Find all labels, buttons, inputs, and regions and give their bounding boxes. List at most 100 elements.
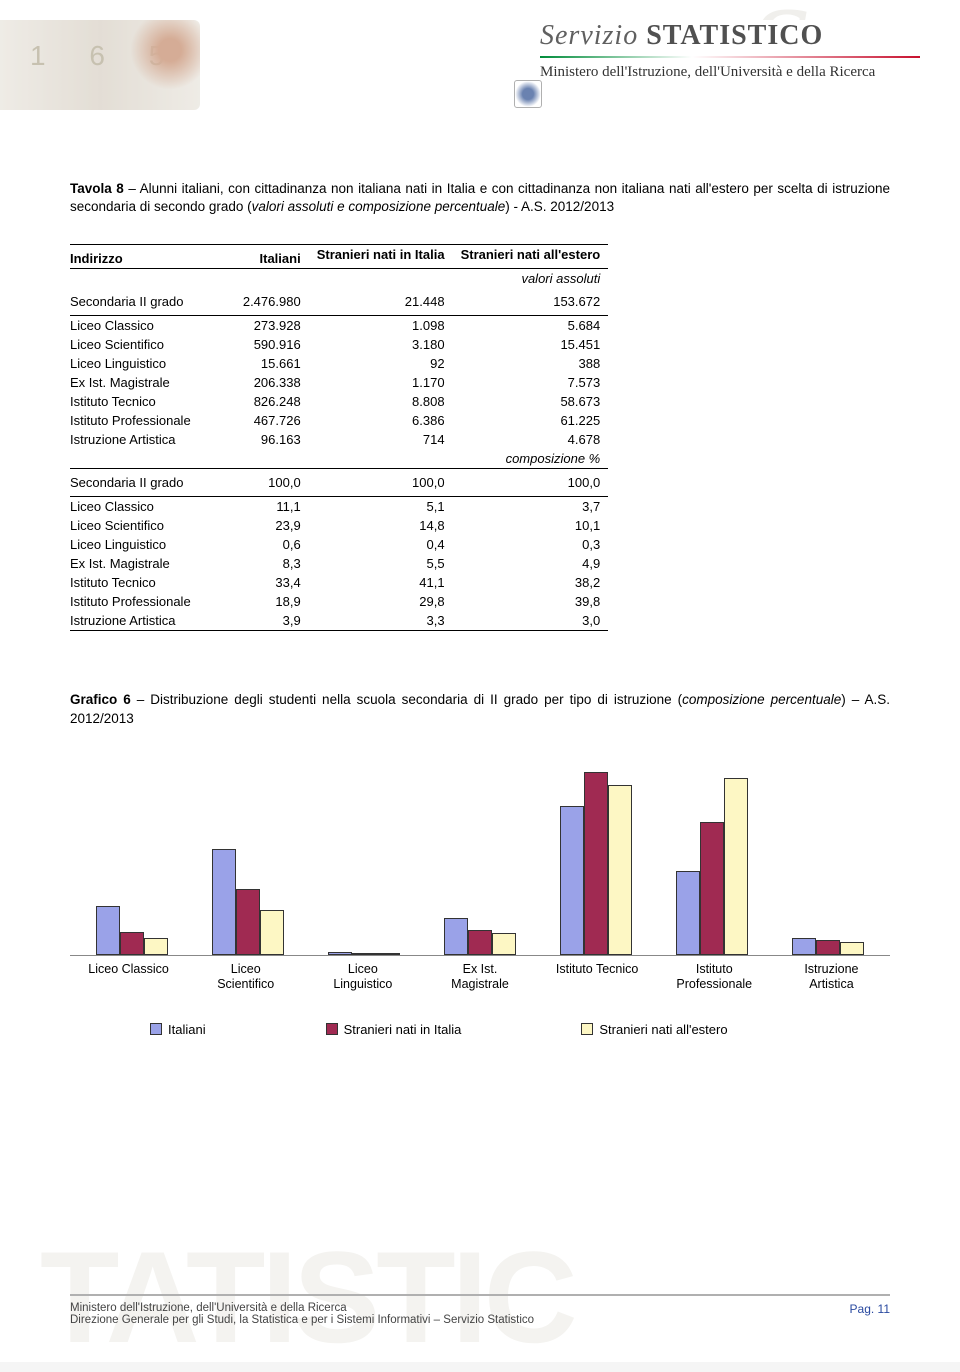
bar-chart: Liceo ClassicoLiceoScientificoLiceoLingu… bbox=[70, 756, 890, 992]
cell-value: 23,9 bbox=[199, 516, 309, 535]
bar-group bbox=[654, 778, 770, 955]
bar-group bbox=[74, 906, 190, 955]
table-row: Istruzione Artistica96.1637144.678 bbox=[70, 430, 608, 449]
bar bbox=[120, 932, 144, 955]
cell-value: 3,9 bbox=[199, 611, 309, 631]
bar bbox=[608, 785, 632, 955]
cell-value: 8,3 bbox=[199, 554, 309, 573]
table-row: Ex Ist. Magistrale8,35,54,9 bbox=[70, 554, 608, 573]
x-axis-label: Ex Ist.Magistrale bbox=[421, 962, 538, 992]
row-label: Istruzione Artistica bbox=[70, 611, 199, 631]
row-label: Istituto Tecnico bbox=[70, 573, 199, 592]
bar-group bbox=[770, 938, 886, 955]
bar bbox=[144, 938, 168, 954]
bar bbox=[212, 849, 236, 955]
table-row: Istituto Tecnico33,441,138,2 bbox=[70, 573, 608, 592]
cell-value: 714 bbox=[309, 430, 453, 449]
cell-value: 29,8 bbox=[309, 592, 453, 611]
legend-item: Stranieri nati all'estero bbox=[581, 1022, 727, 1037]
cell-value: 7.573 bbox=[453, 373, 609, 392]
table-caption-text2: ) - A.S. 2012/2013 bbox=[505, 199, 614, 214]
table-row: Liceo Classico273.9281.0985.684 bbox=[70, 316, 608, 336]
row-label: Liceo Linguistico bbox=[70, 535, 199, 554]
emblem-icon bbox=[514, 80, 542, 108]
x-axis-label: LiceoScientifico bbox=[187, 962, 304, 992]
row-label: Secondaria II grado bbox=[70, 288, 199, 316]
cell-value: 5.684 bbox=[453, 316, 609, 336]
bar-group bbox=[422, 918, 538, 955]
cell-value: 15.451 bbox=[453, 335, 609, 354]
chart-caption-italic: composizione percentuale bbox=[682, 692, 841, 707]
chart-caption: Grafico 6 – Distribuzione degli studenti… bbox=[70, 691, 890, 727]
row-label: Istituto Professionale bbox=[70, 592, 199, 611]
table-row: Liceo Linguistico15.66192388 bbox=[70, 354, 608, 373]
cell-value: 3.180 bbox=[309, 335, 453, 354]
page-footer: Ministero dell'Istruzione, dell'Universi… bbox=[70, 1294, 890, 1326]
cell-value: 18,9 bbox=[199, 592, 309, 611]
row-label: Liceo Scientifico bbox=[70, 335, 199, 354]
header-logo-block: Servizio STATISTICO Ministero dell'Istru… bbox=[520, 20, 960, 120]
cell-value: 41,1 bbox=[309, 573, 453, 592]
cell-value: 14,8 bbox=[309, 516, 453, 535]
row-label: Liceo Classico bbox=[70, 497, 199, 517]
table-row: Liceo Scientifico590.9163.18015.451 bbox=[70, 335, 608, 354]
cell-value: 11,1 bbox=[199, 497, 309, 517]
header-decoration-left bbox=[0, 20, 200, 110]
row-label: Ex Ist. Magistrale bbox=[70, 373, 199, 392]
bar bbox=[376, 953, 400, 955]
cell-value: 96.163 bbox=[199, 430, 309, 449]
bar bbox=[700, 822, 724, 954]
page-number: Pag. 11 bbox=[850, 1302, 890, 1326]
cell-value: 206.338 bbox=[199, 373, 309, 392]
cell-value: 39,8 bbox=[453, 592, 609, 611]
cell-value: 58.673 bbox=[453, 392, 609, 411]
section-label: valori assoluti bbox=[70, 269, 608, 289]
footer-line2: Direzione Generale per gli Studi, la Sta… bbox=[70, 1314, 534, 1326]
cell-value: 273.928 bbox=[199, 316, 309, 336]
table-row: Secondaria II grado100,0100,0100,0 bbox=[70, 469, 608, 497]
bar bbox=[676, 871, 700, 955]
bar bbox=[468, 930, 492, 954]
cell-value: 15.661 bbox=[199, 354, 309, 373]
table-row: Istituto Tecnico826.2488.80858.673 bbox=[70, 392, 608, 411]
data-table: Indirizzo Italiani Stranieri nati in Ita… bbox=[70, 244, 608, 631]
bar bbox=[96, 906, 120, 955]
header-band: Servizio STATISTICO Ministero dell'Istru… bbox=[0, 0, 960, 150]
cell-value: 153.672 bbox=[453, 288, 609, 316]
x-axis-label: Liceo Classico bbox=[70, 962, 187, 992]
legend-label: Italiani bbox=[168, 1022, 206, 1037]
table-caption-italic: valori assoluti e composizione percentua… bbox=[252, 199, 506, 214]
x-axis-label: IstitutoProfessionale bbox=[656, 962, 773, 992]
chart-caption-text1: – Distribuzione degli studenti nella scu… bbox=[131, 692, 682, 707]
table-row: Istituto Professionale18,929,839,8 bbox=[70, 592, 608, 611]
cell-value: 388 bbox=[453, 354, 609, 373]
cell-value: 61.225 bbox=[453, 411, 609, 430]
bar bbox=[492, 933, 516, 955]
cell-value: 33,4 bbox=[199, 573, 309, 592]
bar-group bbox=[190, 849, 306, 955]
col-italiani: Italiani bbox=[199, 245, 309, 269]
cell-value: 3,0 bbox=[453, 611, 609, 631]
cell-value: 590.916 bbox=[199, 335, 309, 354]
ministry-name: Ministero dell'Istruzione, dell'Universi… bbox=[540, 64, 960, 81]
cell-value: 4,9 bbox=[453, 554, 609, 573]
cell-value: 21.448 bbox=[309, 288, 453, 316]
page: Servi Servizio STATISTICO Ministero dell… bbox=[0, 0, 960, 1362]
row-label: Liceo Classico bbox=[70, 316, 199, 336]
cell-value: 4.678 bbox=[453, 430, 609, 449]
cell-value: 0,6 bbox=[199, 535, 309, 554]
table-row: Secondaria II grado2.476.98021.448153.67… bbox=[70, 288, 608, 316]
bar-group bbox=[306, 952, 422, 955]
bar bbox=[260, 910, 284, 955]
bar bbox=[352, 953, 376, 955]
bar bbox=[584, 772, 608, 955]
logo-text: Servizio STATISTICO bbox=[540, 20, 960, 52]
table-row: Liceo Linguistico0,60,40,3 bbox=[70, 535, 608, 554]
bar bbox=[236, 889, 260, 955]
cell-value: 5,5 bbox=[309, 554, 453, 573]
cell-value: 826.248 bbox=[199, 392, 309, 411]
table-row: Liceo Classico11,15,13,7 bbox=[70, 497, 608, 517]
cell-value: 8.808 bbox=[309, 392, 453, 411]
row-label: Istituto Tecnico bbox=[70, 392, 199, 411]
bar bbox=[444, 918, 468, 955]
